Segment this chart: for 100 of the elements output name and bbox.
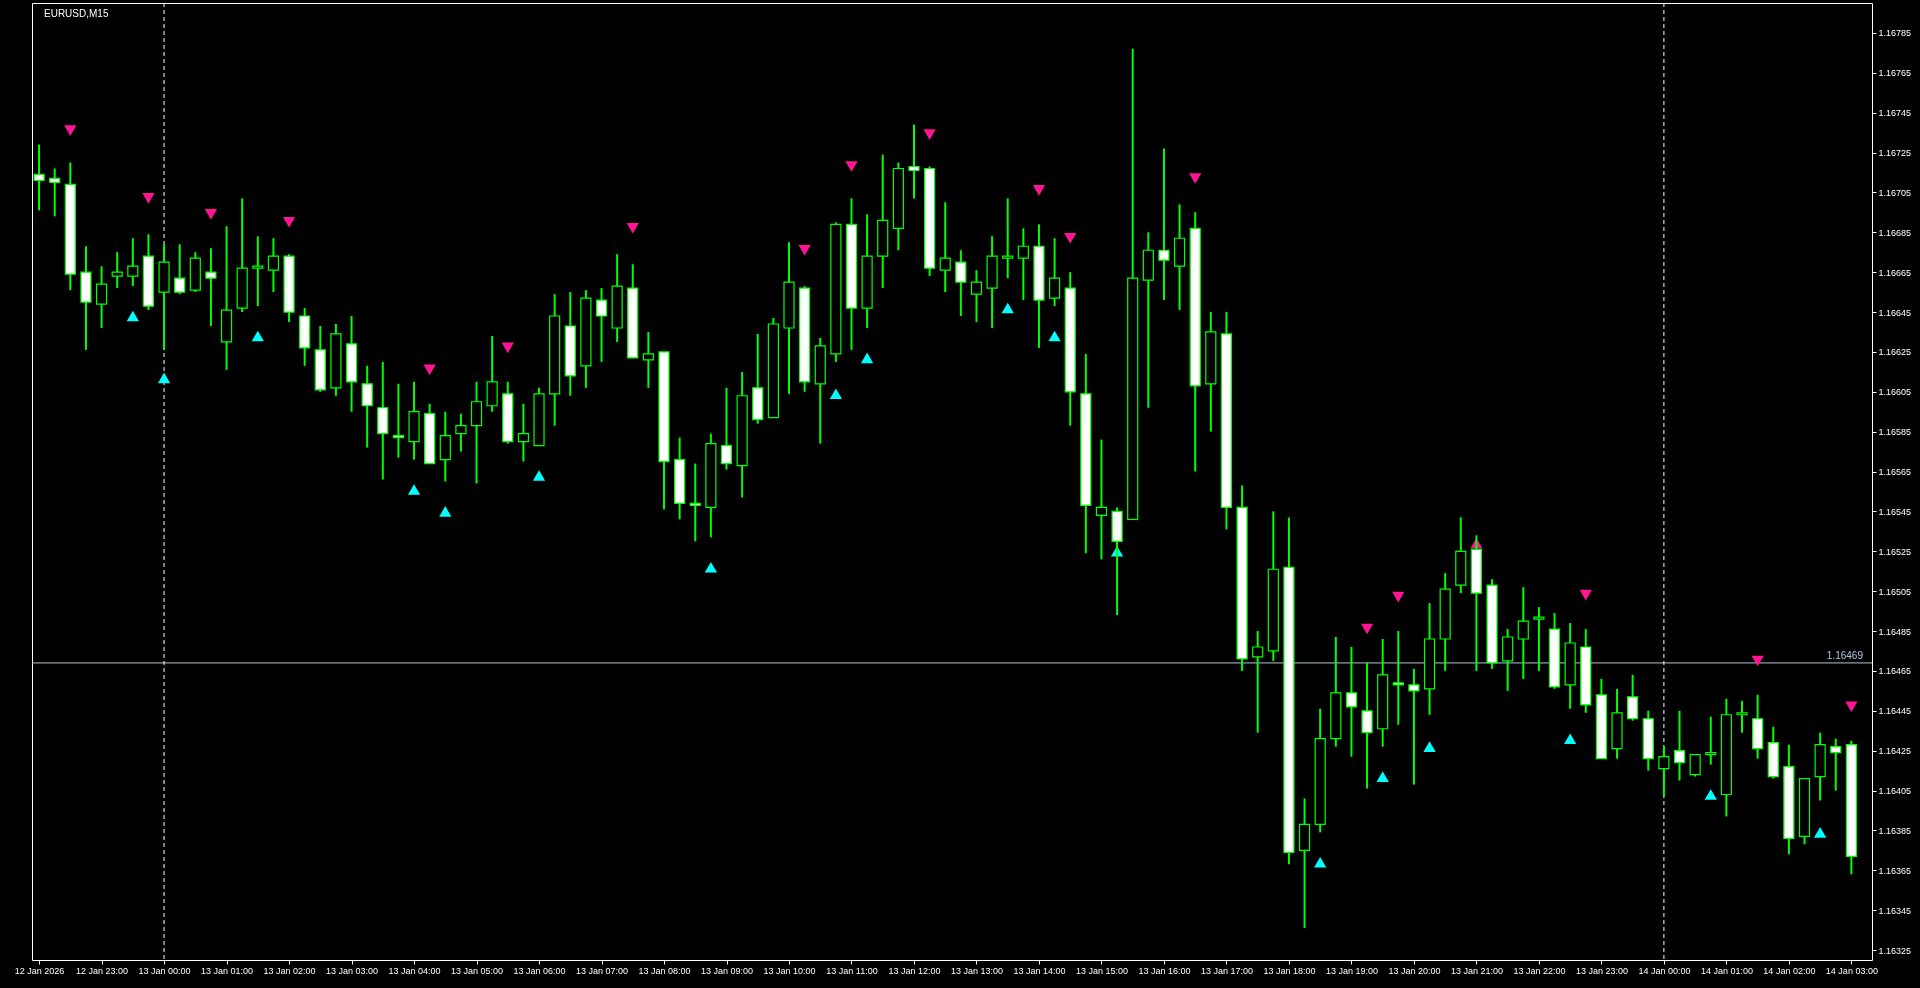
candlestick <box>1658 745 1670 798</box>
y-tick-label: 1.16545 <box>1878 506 1912 517</box>
candlestick <box>1361 661 1373 790</box>
point <box>501 342 514 354</box>
candlestick <box>392 382 405 459</box>
candlestick <box>1705 715 1717 766</box>
point <box>860 352 874 364</box>
point <box>798 244 811 256</box>
candlestick <box>252 235 264 308</box>
y-tick-label: 1.16765 <box>1878 68 1912 79</box>
x-tick-label: 13 Jan 09:00 <box>700 965 754 976</box>
point <box>1564 733 1577 744</box>
point <box>1704 789 1717 800</box>
candlestick <box>1048 237 1061 308</box>
point <box>1814 827 1827 838</box>
point <box>1032 185 1046 196</box>
point <box>1579 589 1592 601</box>
point <box>126 310 139 322</box>
x-tick-label: 13 Jan 16:00 <box>1138 965 1191 976</box>
y-tick-label: 1.16525 <box>1878 546 1912 557</box>
candlestick <box>1736 699 1748 734</box>
point <box>532 470 546 481</box>
x-tick-label: 14 Jan 01:00 <box>1700 965 1753 976</box>
x-tick-label: 13 Jan 12:00 <box>888 965 941 976</box>
candlestick <box>439 410 451 483</box>
candlestick <box>174 243 186 296</box>
candlestick <box>1533 606 1545 672</box>
x-tick-label: 13 Jan 19:00 <box>1325 965 1378 976</box>
point <box>251 330 264 342</box>
point <box>829 388 842 400</box>
candlestick <box>517 402 529 463</box>
point <box>1314 857 1327 868</box>
candlestick <box>455 412 467 453</box>
y-tick-label: 1.16345 <box>1878 905 1912 916</box>
candlestick <box>1673 709 1686 782</box>
x-tick-label: 13 Jan 01:00 <box>201 965 254 976</box>
y-tick-label: 1.16585 <box>1878 427 1912 438</box>
x-tick-label: 13 Jan 08:00 <box>638 965 691 976</box>
x-tick-label: 13 Jan 18:00 <box>1263 965 1316 976</box>
x-tick-label: 13 Jan 05:00 <box>451 965 504 976</box>
candlestick <box>720 386 733 471</box>
x-tick-label: 13 Jan 22:00 <box>1513 965 1566 976</box>
y-tick-label: 1.16625 <box>1878 347 1912 358</box>
point <box>626 222 639 234</box>
point <box>923 129 936 140</box>
x-tick-label: 13 Jan 23:00 <box>1575 965 1628 976</box>
candlestick <box>111 251 123 290</box>
point <box>64 125 77 136</box>
y-tick-label: 1.16485 <box>1878 626 1912 637</box>
point <box>407 484 421 495</box>
x-tick-label: 14 Jan 02:00 <box>1763 965 1816 976</box>
point <box>1360 623 1374 635</box>
point <box>1189 173 1202 184</box>
point <box>282 217 296 228</box>
x-tick-label: 13 Jan 04:00 <box>388 965 441 976</box>
candlestick <box>970 269 983 323</box>
point <box>204 209 218 220</box>
x-tick-label: 13 Jan 07:00 <box>576 965 629 976</box>
candlestick <box>486 334 498 413</box>
y-tick-label: 1.16505 <box>1878 586 1912 597</box>
y-tick-label: 1.16445 <box>1878 706 1912 717</box>
point <box>1845 701 1858 713</box>
x-tick-label: 13 Jan 14:00 <box>1013 965 1066 976</box>
y-tick-label: 1.16685 <box>1878 227 1912 238</box>
y-tick-label: 1.16785 <box>1878 28 1912 39</box>
x-tick-label: 13 Jan 06:00 <box>513 965 566 976</box>
y-tick-label: 1.16425 <box>1878 746 1912 757</box>
point <box>1423 741 1436 752</box>
y-tick-label: 1.16725 <box>1878 148 1912 159</box>
x-tick-label: 12 Jan 23:00 <box>76 965 129 976</box>
candlestick <box>642 330 654 389</box>
candlestick <box>1345 645 1358 758</box>
x-tick-label: 13 Jan 11:00 <box>826 965 878 976</box>
candlestick <box>1158 147 1170 302</box>
candlestick <box>205 247 217 327</box>
point <box>704 561 718 573</box>
x-tick-label: 13 Jan 00:00 <box>138 965 191 976</box>
candlestick <box>1517 586 1529 680</box>
candlestick <box>470 380 483 485</box>
ref-line-label: 1.16469 <box>1826 649 1864 661</box>
candlestick <box>361 364 373 449</box>
point <box>1001 302 1014 314</box>
candlestick <box>49 167 61 218</box>
x-tick-label: 14 Jan 03:00 <box>1825 965 1878 976</box>
y-tick-label: 1.16365 <box>1878 865 1912 876</box>
x-tick-label: 13 Jan 03:00 <box>326 965 379 976</box>
y-tick-label: 1.16645 <box>1878 307 1912 318</box>
x-tick-label: 13 Jan 13:00 <box>950 965 1003 976</box>
y-tick-label: 1.16605 <box>1878 387 1912 398</box>
y-tick-label: 1.16565 <box>1878 467 1912 478</box>
point <box>845 161 858 172</box>
candlestick <box>1502 628 1514 692</box>
candlestick <box>1002 197 1014 280</box>
y-tick-label: 1.16325 <box>1878 945 1912 956</box>
point <box>423 364 436 376</box>
x-tick-label: 14 Jan 00:00 <box>1638 965 1691 976</box>
candlestick <box>595 287 608 363</box>
y-tick-label: 1.16405 <box>1878 786 1912 797</box>
candlestick <box>955 249 967 318</box>
candlestick <box>939 201 951 294</box>
